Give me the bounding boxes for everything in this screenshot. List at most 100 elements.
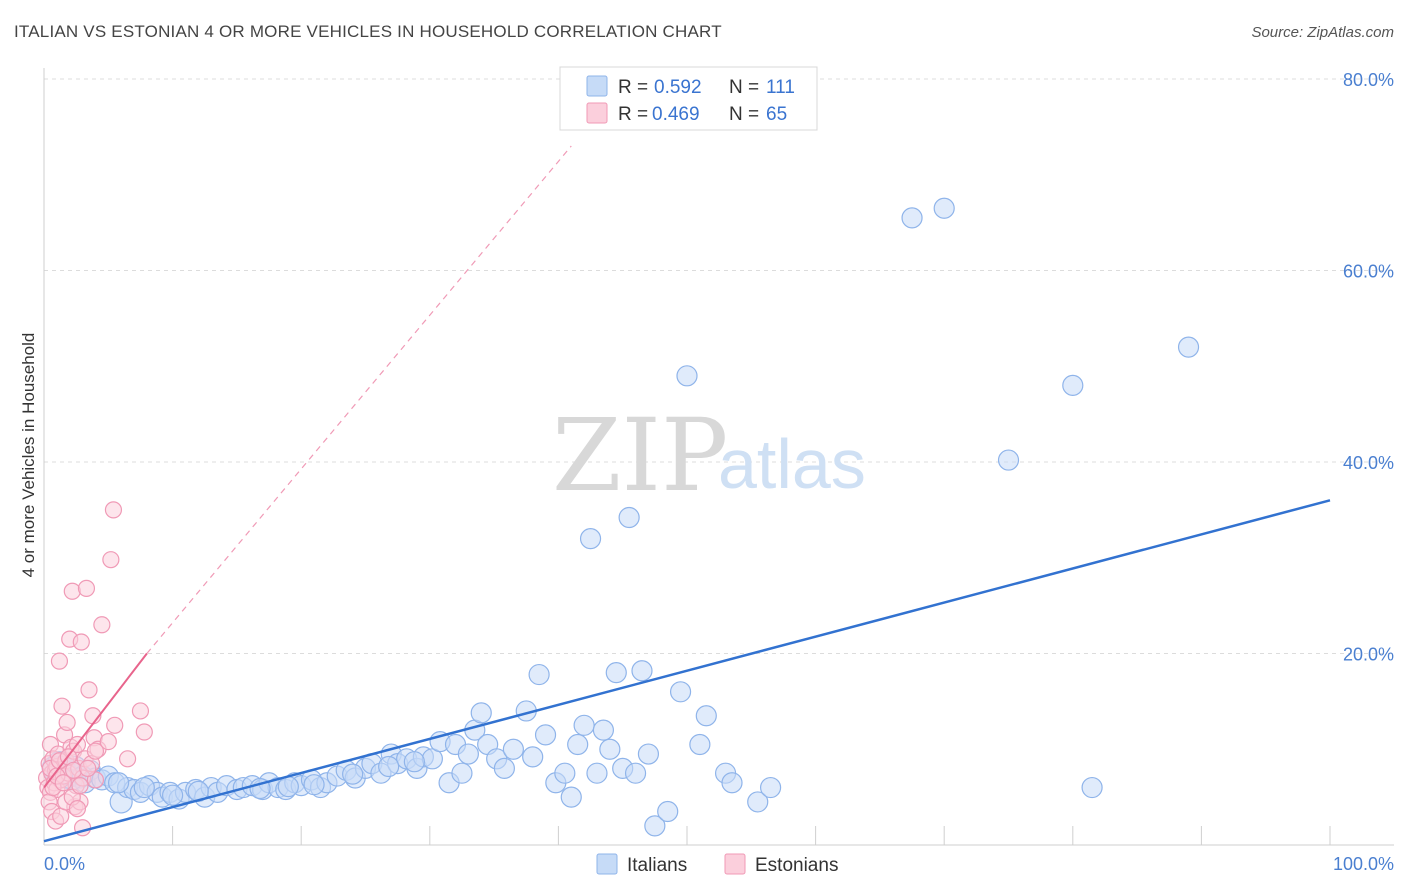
italians-point-61 [493, 757, 515, 780]
legend-r-label-italians: R = [618, 77, 648, 98]
bottom-legend-label-italians: Italians [627, 855, 687, 876]
italians-point-85 [676, 365, 698, 387]
legend-r-value-italians: 0.592 [654, 77, 702, 98]
y-tick-label-1: 40.0% [1343, 453, 1394, 473]
italians-point-80 [631, 660, 653, 682]
italians-point-56 [457, 743, 479, 765]
y-tick-label-2: 60.0% [1343, 262, 1394, 282]
estonians-point-14 [53, 697, 71, 715]
estonians-trend-extension [146, 145, 572, 654]
italians-point-94 [997, 449, 1020, 471]
watermark-atlas: atlas [718, 425, 866, 503]
italians-point-102 [133, 776, 155, 799]
estonians-point-12 [50, 652, 69, 670]
italians-point-110 [403, 751, 425, 773]
chart-source: Source: ZipAtlas.com [1251, 24, 1394, 41]
bottom-legend: Italians Estonians [596, 853, 838, 876]
bottom-legend-swatch-italians [596, 853, 618, 875]
italians-point-86 [689, 733, 711, 756]
watermark-zip: ZIP [552, 397, 728, 514]
italians-point-66 [534, 724, 557, 746]
italians-point-65 [528, 663, 550, 686]
y-tick-label-0: 20.0% [1343, 645, 1394, 665]
italians-point-69 [560, 786, 582, 808]
estonians-point-58 [54, 774, 72, 792]
legend-r-value-estonians: 0.469 [652, 104, 700, 125]
top-legend: R = 0.592 N = 111 R = 0.469 N = 65 [559, 66, 818, 131]
italians-point-74 [592, 719, 615, 741]
italians-point-58 [470, 702, 492, 724]
estonians-point-49 [52, 807, 70, 825]
legend-n-value-estonians: 65 [766, 104, 787, 125]
italians-point-91 [759, 776, 782, 799]
estonians-point-60 [64, 761, 83, 779]
italians-point-103 [162, 784, 184, 806]
italians-point-79 [624, 762, 647, 784]
italians-point-72 [579, 527, 602, 550]
italians-point-83 [657, 800, 679, 823]
italians-point-96 [1081, 776, 1103, 799]
italians-point-92 [901, 207, 923, 229]
italians-point-87 [695, 705, 717, 727]
italians-point-71 [573, 714, 595, 736]
x-tick-labels: 0.0% 100.0% [44, 854, 1394, 874]
italians-point-62 [502, 738, 524, 760]
estonians-point-40 [102, 551, 120, 569]
italians-point-81 [637, 743, 660, 765]
italians-point-68 [554, 762, 576, 784]
estonians-point-22 [63, 582, 81, 600]
x-tick-label-max: 100.0% [1333, 854, 1394, 874]
italians-point-108 [342, 763, 364, 785]
estonians-point-45 [135, 723, 153, 741]
legend-r-label-estonians: R = [618, 104, 648, 125]
estonians-point-44 [131, 702, 150, 720]
italians-point-76 [605, 662, 627, 684]
italians-point-82 [644, 815, 666, 837]
estonians-point-41 [104, 501, 123, 519]
estonians-point-18 [58, 713, 76, 732]
italians-trend-line [43, 499, 1331, 843]
italians-point-89 [721, 772, 743, 794]
bottom-legend-swatch-estonians [724, 853, 746, 875]
estonians-point-52 [68, 800, 87, 818]
italians-point-90 [747, 791, 769, 813]
italians-point-55 [451, 762, 473, 784]
italians-point-109 [378, 755, 400, 778]
axes [43, 68, 1394, 846]
italians-point-64 [522, 746, 544, 768]
bottom-legend-label-estonians: Estonians [755, 855, 838, 876]
italians-point-70 [567, 733, 589, 756]
italians-point-101 [107, 772, 130, 794]
italians-point-107 [303, 774, 325, 796]
estonians-point-64 [99, 732, 117, 751]
y-tick-label-3: 80.0% [1343, 70, 1394, 90]
x-tick-label-min: 0.0% [44, 854, 85, 874]
italians-point-84 [669, 681, 692, 703]
y-tick-labels: 20.0% 40.0% 60.0% 80.0% [1343, 70, 1394, 665]
italians-point-75 [599, 738, 621, 760]
estonians-point-29 [72, 633, 90, 651]
grid-lines [44, 78, 1394, 654]
italians-point-97 [1177, 336, 1200, 358]
italians-point-78 [618, 506, 640, 529]
italians-point-106 [277, 775, 299, 798]
legend-n-value-italians: 111 [766, 77, 795, 98]
estonians-point-62 [79, 759, 97, 778]
italians-point-95 [1062, 374, 1084, 396]
estonians-point-32 [77, 579, 96, 597]
estonians-trend-line [43, 652, 148, 789]
estonians-point-63 [86, 742, 105, 760]
estonians-point-39 [93, 616, 111, 634]
estonians-point-43 [118, 750, 137, 768]
data-points [37, 197, 1200, 837]
legend-swatch-italians [586, 75, 608, 97]
legend-swatch-estonians [586, 102, 608, 124]
trend-lines [43, 145, 1331, 843]
legend-n-label-estonians: N = [729, 104, 759, 125]
italians-point-93 [933, 197, 955, 219]
chart-title: ITALIAN VS ESTONIAN 4 OR MORE VEHICLES I… [14, 22, 722, 41]
estonians-point-61 [71, 777, 89, 795]
italians-point-73 [586, 762, 608, 784]
legend-n-label-italians: N = [729, 77, 759, 98]
